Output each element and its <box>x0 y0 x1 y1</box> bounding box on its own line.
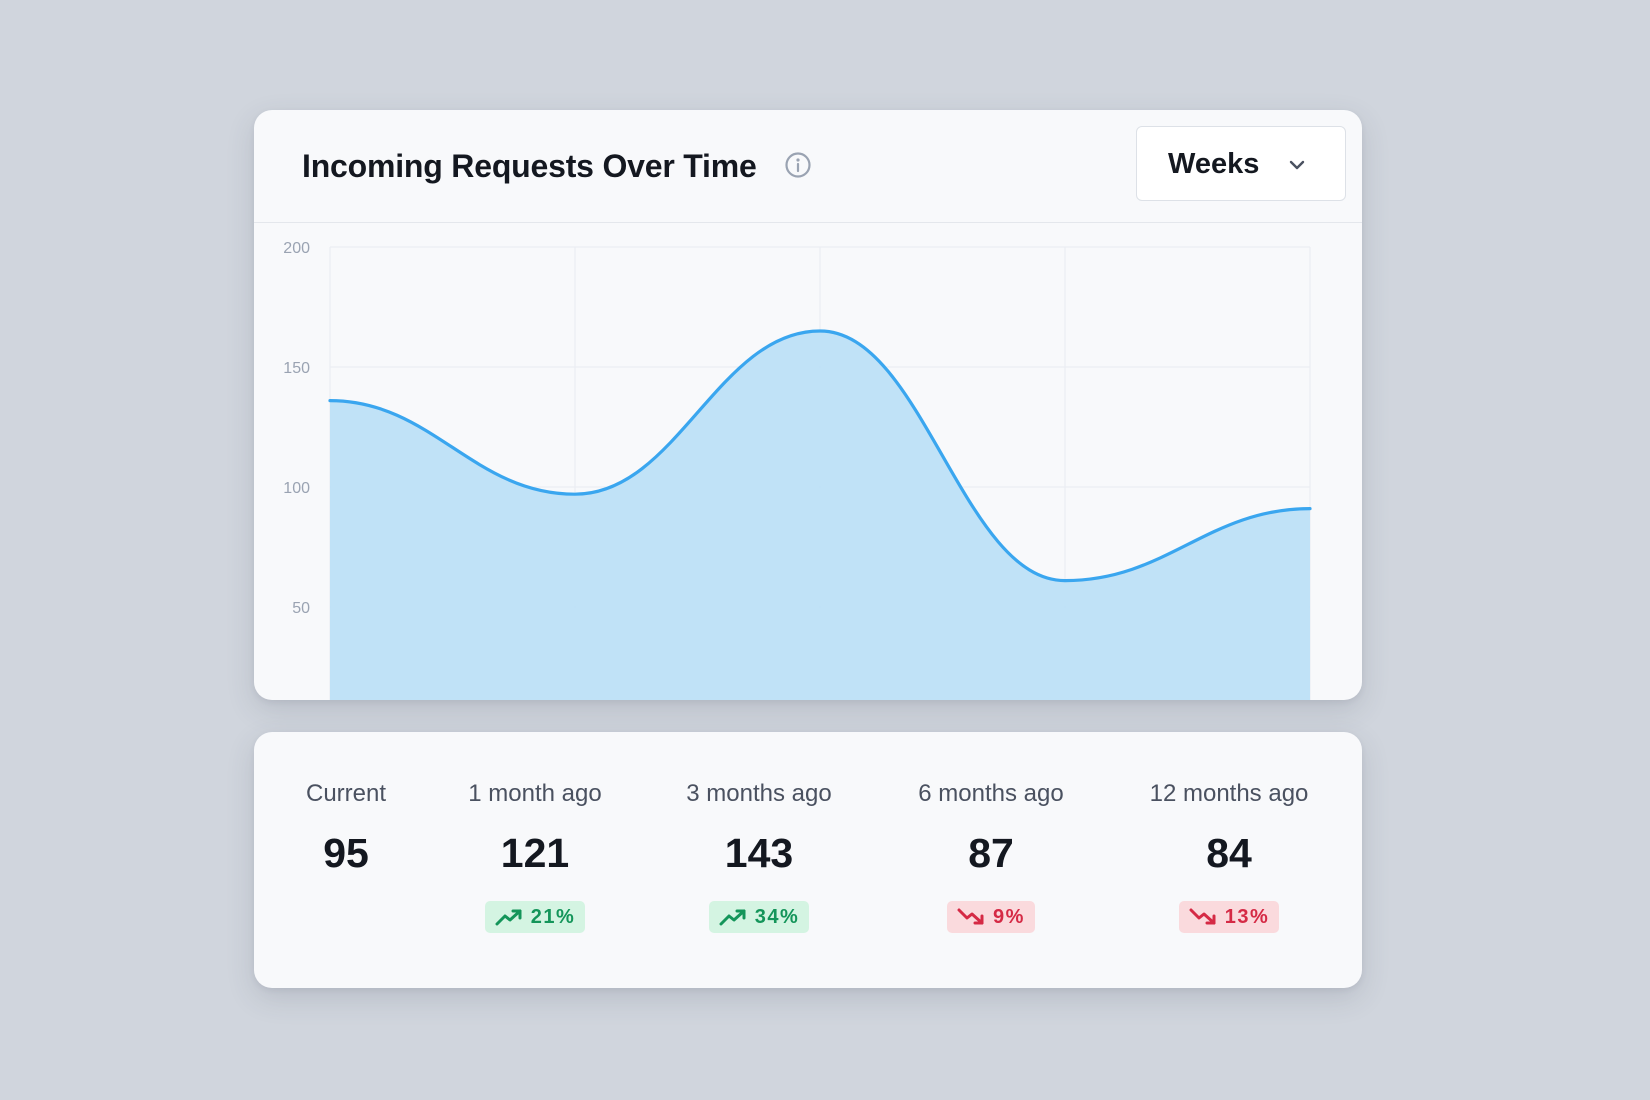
stat-label: Current <box>305 780 387 807</box>
change-value: 9% <box>993 905 1025 928</box>
stat-3: 6 months ago 87 9% <box>881 780 1101 933</box>
stat-2: 3 months ago 143 34% <box>649 780 869 933</box>
stat-label: 6 months ago <box>918 780 1064 807</box>
trending-up-icon <box>719 907 755 927</box>
y-tick-label: 200 <box>283 240 310 257</box>
change-value: 21% <box>530 905 576 928</box>
stat-value: 95 <box>323 830 369 876</box>
series-line <box>328 329 1312 583</box>
chart-card: Incoming Requests Over Time Weeks 50 100 1… <box>254 110 1362 700</box>
stats-row: Current 95 1 month ago 121 21% 3 months ago 14… <box>254 732 1362 988</box>
stat-value: 87 <box>968 830 1014 876</box>
stat-value: 121 <box>500 830 570 876</box>
change-badge: 34% <box>708 901 810 933</box>
change-badge: 13% <box>1178 901 1280 933</box>
chart-header: Incoming Requests Over Time Weeks <box>254 110 1362 223</box>
stat-label: 3 months ago <box>686 780 832 807</box>
y-tick-label: 50 <box>292 600 310 617</box>
stat-label: 1 month ago <box>468 780 602 807</box>
y-tick-label: 150 <box>283 360 310 377</box>
stat-value: 84 <box>1206 830 1252 876</box>
change-value: 34% <box>754 905 800 928</box>
period-select[interactable]: Weeks <box>1136 126 1346 201</box>
stat-value: 143 <box>724 830 794 876</box>
stat-4: 12 months ago 84 13% <box>1119 780 1339 933</box>
stats-card: Current 95 1 month ago 121 21% 3 months ago 14… <box>254 732 1362 988</box>
period-select-value: Weeks <box>1168 148 1260 180</box>
chart-title: Incoming Requests Over Time <box>302 148 757 184</box>
area-fill <box>330 331 1310 700</box>
chevron-down-icon <box>1287 155 1307 175</box>
change-value: 13% <box>1224 905 1270 928</box>
trending-up-icon <box>495 907 531 927</box>
y-tick-label: 100 <box>283 480 310 497</box>
requests-area-chart: 50100150200Mar 29Apr 5Apr 12Apr 19Apr 26 <box>283 240 1312 700</box>
info-icon[interactable] <box>784 151 812 179</box>
trending-down-icon <box>957 907 993 927</box>
stat-1: 1 month ago 121 21% <box>425 780 645 933</box>
stat-label: 12 months ago <box>1149 780 1309 807</box>
change-badge: 21% <box>484 901 586 933</box>
change-badge: 9% <box>947 901 1035 933</box>
trending-down-icon <box>1189 907 1225 927</box>
stat-0: Current 95 <box>236 780 456 877</box>
